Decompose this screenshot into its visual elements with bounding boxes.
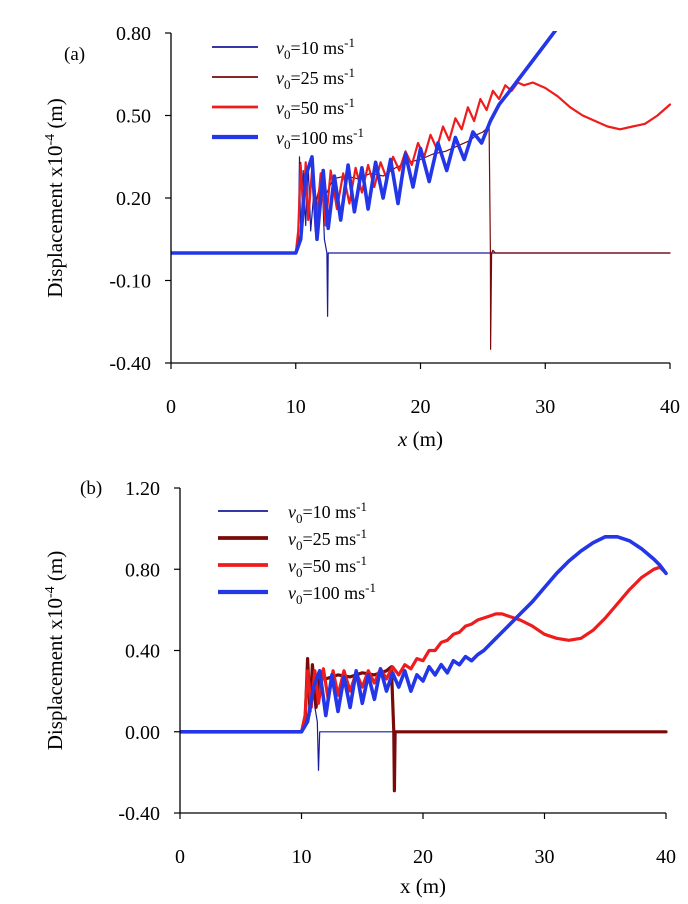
legend-label: v0=10 ms-1	[276, 35, 355, 62]
legend-label: v0=10 ms-1	[288, 499, 367, 526]
legend-label: v0=50 ms-1	[276, 95, 355, 122]
y-tick-label: -0.40	[118, 803, 160, 825]
x-tick-label: 40	[660, 396, 680, 418]
series-line-2	[171, 81, 672, 255]
series-line-3	[180, 534, 668, 734]
y-tick-label: 0.40	[125, 641, 160, 663]
x-axis-label: x (m)	[400, 874, 446, 898]
legend: v0=10 ms-1 v0=25 ms-1 v0=50 ms-1 v0=100 ms-…	[212, 35, 364, 152]
x-tick-label: 20	[411, 396, 431, 418]
y-axis-label: Displacement x10-4 (m)	[43, 98, 67, 297]
legend: v0=10 ms-1v0=25 ms-1v0=50 ms-1v0=100 ms-…	[218, 499, 376, 607]
x-tick-label: 10	[286, 396, 306, 418]
y-tick-label: 0.80	[116, 23, 151, 45]
series-group	[171, 31, 672, 350]
panel-label: (a)	[64, 44, 85, 65]
x-tick-label: 0	[166, 396, 176, 418]
y-tick-label: 0.20	[116, 188, 151, 210]
legend-label: v0=50 ms-1	[288, 553, 367, 580]
legend-label: v0=100 ms-1	[276, 125, 364, 152]
y-tick-label: 0.00	[125, 722, 160, 744]
x-tick-label: 40	[656, 846, 676, 868]
series-group	[180, 534, 668, 793]
legend-label: v0=100 ms-1	[288, 580, 376, 607]
y-tick-label: -0.10	[109, 271, 151, 293]
x-tick-label: 0	[175, 846, 185, 868]
panel-label: (b)	[80, 478, 102, 499]
legend-label: v0=25 ms-1	[276, 65, 355, 92]
x-tick-label: 30	[535, 846, 555, 868]
series-line-3	[171, 31, 558, 255]
y-tick-label: 0.80	[125, 559, 160, 581]
x-tick-label: 20	[413, 846, 433, 868]
x-axis-label: x (m)	[397, 427, 443, 451]
legend-label: v0=25 ms-1	[288, 526, 367, 553]
chart-panel-b: -0.40 0.00 0.40 0.80 1.20 0 10 20 30 40 x (m) Displ…	[43, 478, 676, 898]
y-axis-label: Displacement x10-4 (m)	[43, 551, 67, 750]
chart-panel-a: -0.40 -0.10 0.20 0.50 0.80 0 10 20 30 40 x (m) Disp…	[43, 23, 680, 451]
series-line-1	[171, 125, 671, 350]
x-tick-label: 30	[535, 396, 555, 418]
y-tick-label: 0.50	[116, 106, 151, 128]
y-tick-label: 1.20	[125, 478, 160, 500]
x-tick-label: 10	[292, 846, 312, 868]
series-line-0	[171, 156, 671, 317]
y-tick-label: -0.40	[109, 353, 151, 375]
